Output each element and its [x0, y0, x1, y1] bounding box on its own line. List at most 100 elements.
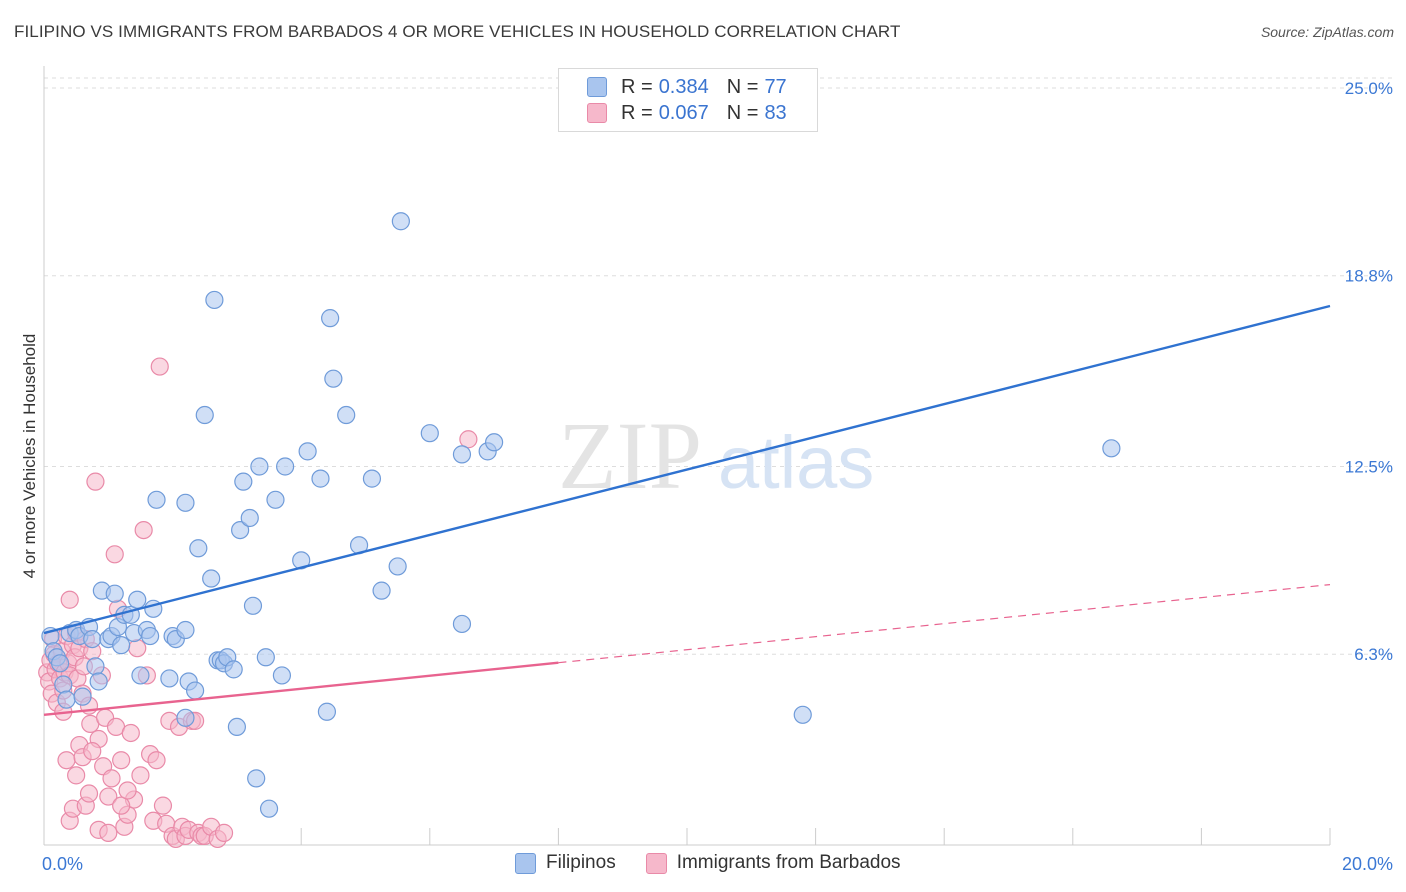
legend-swatch-pink — [645, 852, 667, 874]
watermark-zip: ZIP — [558, 402, 702, 509]
point-filipinos — [176, 708, 195, 727]
point-filipinos — [266, 490, 285, 509]
legend-swatch-blue — [515, 852, 536, 874]
point-filipinos — [50, 654, 70, 673]
point-filipinos — [372, 581, 391, 600]
legend-n-value: 83 — [764, 101, 787, 124]
point-barbados — [105, 545, 124, 564]
point-filipinos — [231, 520, 250, 540]
legend-n-label: N = — [726, 75, 759, 98]
point-barbados — [83, 742, 102, 761]
point-barbados — [67, 766, 86, 785]
point-barbados — [214, 823, 234, 842]
point-filipinos — [176, 620, 195, 640]
legend-swatch-pink — [587, 103, 607, 123]
point-filipinos — [205, 290, 224, 310]
correlation-legend: R = 0.384 N = 77 R = 0.067 N = 83 — [558, 68, 818, 132]
point-filipinos — [250, 457, 269, 476]
point-filipinos — [189, 539, 208, 558]
tick-labels: 6.3% 12.5% 18.8% 25.0% 0.0% 20.0% — [42, 79, 1393, 874]
point-filipinos — [452, 445, 472, 464]
watermark: ZIP atlas — [558, 402, 874, 509]
series-legend: Filipinos Immigrants from Barbados — [515, 852, 931, 874]
trend-line-barbados — [43, 661, 559, 716]
point-barbados — [86, 472, 105, 491]
point-filipinos — [391, 212, 410, 231]
point-filipinos — [321, 309, 340, 328]
x-tick-label: 0.0% — [42, 854, 83, 874]
legend-r-label: R = — [621, 101, 653, 124]
legend-row-barbados: R = 0.067 N = 83 — [587, 100, 787, 126]
legend-n-label: N = — [726, 101, 759, 124]
legend-item-barbados[interactable]: Immigrants from Barbados — [645, 852, 901, 874]
point-barbados — [99, 823, 118, 842]
y-tick-label: 6.3% — [1354, 645, 1393, 664]
point-barbados — [459, 430, 478, 449]
point-filipinos — [234, 472, 253, 491]
y-tick-label: 12.5% — [1345, 458, 1393, 477]
grid-lines — [44, 77, 1392, 655]
point-filipinos — [298, 442, 317, 461]
point-barbados — [131, 766, 150, 785]
point-filipinos — [147, 490, 166, 509]
y-tick-label: 18.8% — [1345, 267, 1393, 286]
watermark-atlas: atlas — [718, 421, 874, 504]
legend-label: Immigrants from Barbados — [676, 852, 901, 873]
legend-swatch-blue — [587, 77, 607, 97]
axes — [43, 66, 1331, 846]
legend-row-filipinos: R = 0.384 N = 77 — [587, 74, 787, 100]
legend-item-filipinos[interactable]: Filipinos — [515, 852, 616, 874]
legend-label: Filipinos — [546, 852, 616, 873]
point-filipinos — [128, 590, 147, 609]
point-filipinos — [186, 681, 205, 700]
legend-r-value: 0.384 — [658, 75, 709, 98]
legend-r-value: 0.067 — [658, 101, 709, 124]
point-filipinos — [247, 769, 266, 788]
point-barbados — [128, 639, 147, 658]
point-filipinos — [176, 493, 195, 512]
point-filipinos — [272, 666, 292, 685]
point-filipinos — [276, 457, 295, 476]
point-filipinos — [224, 660, 243, 679]
point-filipinos — [317, 702, 337, 721]
y-tick-label: 25.0% — [1345, 79, 1393, 98]
point-filipinos — [243, 596, 263, 615]
legend-r-label: R = — [621, 75, 653, 98]
point-filipinos — [311, 469, 330, 488]
chart-title: FILIPINO VS IMMIGRANTS FROM BARBADOS 4 O… — [14, 22, 901, 41]
point-barbados — [112, 751, 131, 770]
point-filipinos — [112, 636, 131, 655]
trend-line-filipinos — [43, 304, 1331, 635]
point-barbados — [99, 787, 118, 806]
series-barbados-points — [38, 357, 478, 849]
series-filipinos-points — [41, 212, 1121, 818]
point-barbados — [102, 769, 121, 788]
point-barbados — [153, 796, 173, 815]
point-filipinos — [57, 690, 76, 709]
point-filipinos — [1102, 439, 1121, 458]
point-barbados — [150, 357, 169, 376]
point-filipinos — [86, 657, 105, 676]
point-filipinos — [73, 687, 92, 706]
point-barbados — [118, 781, 137, 800]
trend-line-barbados-dashed — [558, 583, 1331, 664]
point-filipinos — [420, 424, 439, 443]
point-barbados — [57, 751, 76, 770]
point-filipinos — [140, 626, 160, 646]
point-barbados — [121, 723, 140, 743]
point-filipinos — [793, 705, 812, 724]
point-filipinos — [452, 614, 472, 634]
point-filipinos — [388, 557, 407, 576]
point-filipinos — [160, 669, 179, 688]
point-filipinos — [202, 569, 221, 588]
x-tick-label: 20.0% — [1342, 854, 1393, 874]
point-filipinos — [485, 433, 504, 452]
point-barbados — [79, 784, 99, 803]
point-filipinos — [89, 672, 108, 691]
point-barbados — [112, 796, 131, 815]
point-filipinos — [240, 508, 259, 528]
point-filipinos — [256, 648, 275, 667]
point-filipinos — [362, 469, 382, 488]
point-barbados — [147, 751, 166, 770]
